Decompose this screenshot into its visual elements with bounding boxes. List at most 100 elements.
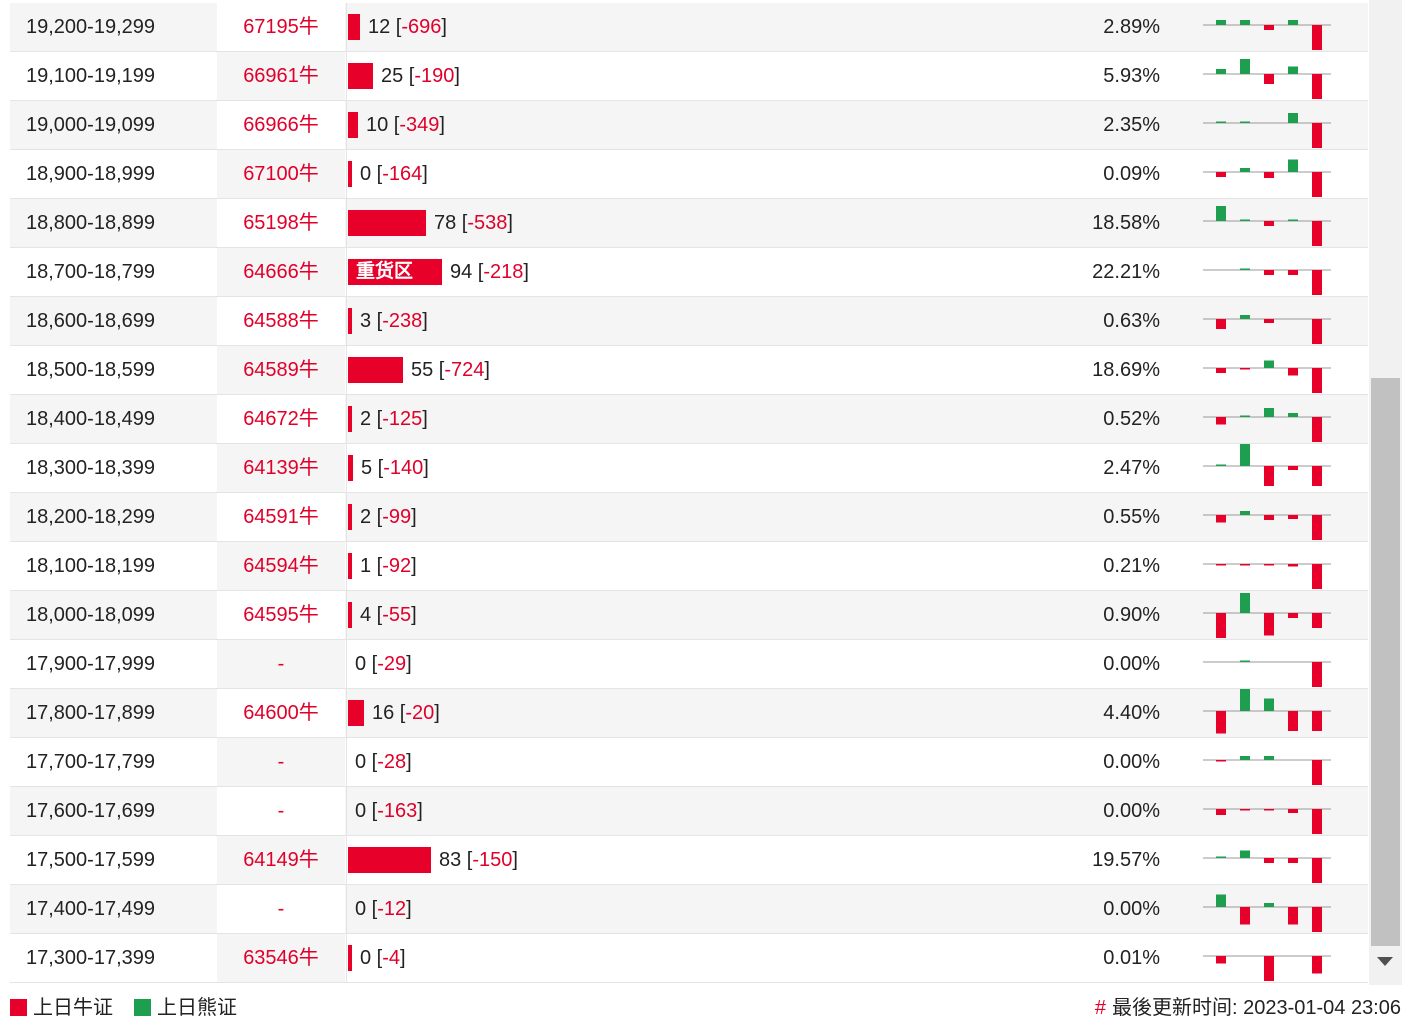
volume-value: 2 [360,506,372,528]
volume-bar-cell: 0 [-164] [346,150,1037,198]
volume-text: 83 [-150] [439,849,518,871]
sparkline-bar [1240,59,1250,74]
sparkline-bar [1216,760,1226,762]
volume-value: 0 [360,163,372,185]
volume-bar-cell: 重货区 94 [-218] [346,248,1037,296]
sparkline-cell [1203,591,1333,639]
warrant-code[interactable]: 66966牛 [217,101,345,149]
volume-bar [348,210,426,236]
warrant-code[interactable]: 64594牛 [217,542,345,590]
volume-bar [348,700,364,726]
table-row: 18,400-18,499 64672牛 2 [-125] 0.52% [10,395,1368,444]
sparkline-chart [1203,894,1331,932]
table-row: 17,800-17,899 64600牛 16 [-20] 4.40% [10,689,1368,738]
warrant-code[interactable]: 63546牛 [217,934,345,982]
price-range: 18,900-18,999 [26,163,156,185]
sparkline-bar [1312,858,1322,883]
sparkline-bar [1240,593,1250,613]
percentage: 0.21% [1103,555,1160,577]
sparkline-chart [1203,113,1331,148]
sparkline-bar [1240,809,1250,811]
warrant-code[interactable]: 64672牛 [217,395,345,443]
warrant-code[interactable]: 64139牛 [217,444,345,492]
table-row: 17,600-17,699 -0 [-163] 0.00% [10,787,1368,836]
volume-bar-cell: 4 [-55] [346,591,1037,639]
sparkline-chart [1203,360,1331,393]
volume-bar-cell: 2 [-125] [346,395,1037,443]
volume-text: 10 [-349] [366,114,445,136]
warrant-code[interactable]: 65198牛 [217,199,345,247]
volume-bar [348,112,358,138]
warrant-code[interactable]: 66961牛 [217,52,345,100]
volume-text: 55 [-724] [411,359,490,381]
warrant-code: - [217,640,345,688]
sparkline-chart [1203,444,1331,486]
price-range: 19,100-19,199 [26,65,156,87]
volume-change: -20 [405,702,435,724]
percentage: 0.01% [1103,947,1160,969]
volume-text: 4 [-55] [360,604,417,626]
sparkline-chart [1203,850,1331,883]
price-range: 18,800-18,899 [26,212,156,234]
volume-change: -163 [377,800,418,822]
sparkline-cell [1203,640,1333,688]
percentage: 22.21% [1092,261,1160,283]
volume-change: -538 [467,212,508,234]
sparkline-bar [1216,206,1226,221]
sparkline-bar [1264,25,1274,30]
price-range: 17,400-17,499 [26,898,156,920]
volume-text: 94 [-218] [450,261,529,283]
sparkline-bar [1288,20,1298,25]
sparkline-chart [1203,408,1331,442]
sparkline-bar [1240,511,1250,515]
sparkline-bar [1264,466,1274,486]
warrant-code[interactable]: 64666牛 [217,248,345,296]
volume-value: 4 [360,604,372,626]
table-row: 17,500-17,599 64149牛 83 [-150] 19.57% [10,836,1368,885]
sparkline-bar [1240,168,1250,172]
volume-change: -349 [399,114,440,136]
warrant-code[interactable]: 64591牛 [217,493,345,541]
warrant-code[interactable]: 64589牛 [217,346,345,394]
percentage: 0.63% [1103,310,1160,332]
volume-bar-cell: 83 [-150] [346,836,1037,884]
scroll-down-arrow-icon[interactable] [1377,957,1393,966]
sparkline-bar [1312,564,1322,589]
scrollbar-thumb[interactable] [1371,378,1400,946]
volume-change: -12 [377,898,407,920]
sparkline-bar [1240,850,1250,858]
sparkline-bar [1240,660,1250,662]
warrant-code[interactable]: 67100牛 [217,150,345,198]
warrant-code[interactable]: 64588牛 [217,297,345,345]
volume-text: 16 [-20] [372,702,440,724]
sparkline-cell [1203,297,1333,345]
volume-bar [348,161,352,187]
sparkline-bar [1312,956,1322,974]
warrant-code[interactable]: 64595牛 [217,591,345,639]
percentage: 0.00% [1103,751,1160,773]
vertical-scrollbar[interactable] [1369,0,1402,985]
volume-text: 0 [-164] [360,163,428,185]
sparkline-bar [1240,268,1250,270]
sparkline-bar [1216,368,1226,373]
warrant-code[interactable]: 64149牛 [217,836,345,884]
sparkline-bar [1216,319,1226,329]
percentage: 2.35% [1103,114,1160,136]
volume-change: -238 [382,310,423,332]
sparkline-bar [1264,956,1274,981]
sparkline-chart [1203,756,1331,785]
warrant-code[interactable]: 67195牛 [217,3,345,51]
table-row: 19,100-19,199 66961牛 25 [-190] 5.93% [10,52,1368,101]
sparkline-bar [1312,74,1322,99]
price-range: 19,000-19,099 [26,114,156,136]
sparkline-bar [1288,270,1298,275]
volume-bar [348,553,352,579]
sparkline-bar [1288,858,1298,863]
volume-change: -724 [444,359,485,381]
sparkline-bar [1312,123,1322,148]
volume-bar-cell: 0 [-29] [346,640,1037,688]
sparkline-bar [1312,172,1322,197]
warrant-code[interactable]: 64600牛 [217,689,345,737]
volume-bar-cell: 1 [-92] [346,542,1037,590]
price-range: 18,700-18,799 [26,261,156,283]
